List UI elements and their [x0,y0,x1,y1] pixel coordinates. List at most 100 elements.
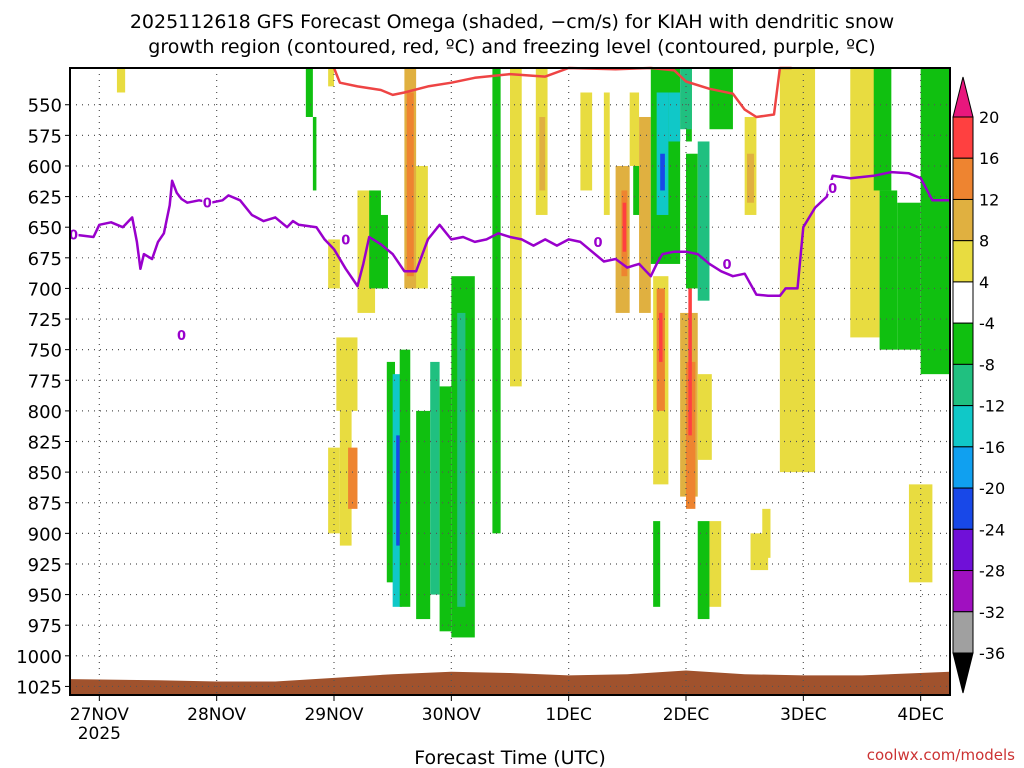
omega-shade-43 [668,92,681,142]
omega-shade-5 [339,410,352,546]
contour-label-bg-0 [68,226,79,241]
omega-shade-11 [305,68,313,117]
omega-shade-64 [920,68,950,375]
omega-shade-20 [430,361,440,595]
colorbar-swatch-10 [952,528,974,572]
omega-shading-layer [116,68,950,638]
omega-shade-50 [686,153,698,289]
omega-shade-28 [580,92,593,191]
omega-shade-53 [709,521,722,607]
ytick-label-925: 925 [28,555,62,576]
omega-shade-51 [697,141,710,301]
omega-shade-61 [873,68,892,191]
ytick-label-725: 725 [28,310,62,331]
ytick-label-650: 650 [28,218,62,239]
ytick-label-800: 800 [28,402,62,423]
contour-label-4: 0 [723,258,732,273]
omega-shade-56 [747,153,755,203]
xtick-year-label: 2025 [78,724,121,744]
contour-labels: 0 0 0 0 0 0 0 [68,180,838,344]
omega-shade-2 [328,239,340,289]
ytick-label-675: 675 [28,249,62,270]
omega-shade-21 [439,386,452,632]
colorbar-swatch-1 [952,157,974,200]
ytick-label-975: 975 [28,616,62,637]
colorbar-label-1: 16 [979,149,999,168]
omega-shade-6 [348,447,358,509]
y-axis: 550 575 600 625 650 675 700 725 750 775 800 825 850 8… [16,96,70,698]
ytick-label-750: 750 [28,341,62,362]
colorbar-legend: 20 16 12 8 4 -4 -8 -12 -16 -20 -24 -28 -32 -36 [952,76,1005,694]
omega-shade-41 [659,312,663,362]
colorbar-swatch-12 [952,611,974,654]
contour-line-0 [73,170,950,298]
xtick-label-7: 4DEC [897,705,944,725]
contour-label-2: 0 [341,233,350,248]
ytick-label-550: 550 [28,96,62,117]
omega-shade-10 [406,92,414,277]
colorbar-bottom-arrow [952,652,974,694]
x-axis-label: Forecast Time (UTC) [414,747,605,768]
colorbar-label-5: -4 [979,314,995,333]
ytick-label-775: 775 [28,371,62,392]
omega-shade-25 [510,68,522,387]
terrain-fill [70,670,950,695]
colorbar-swatch-4 [952,281,974,324]
omega-shade-14 [378,214,388,289]
omega-shade-63 [897,202,921,350]
omega-shade-38 [660,153,665,191]
colorbar-label-13: -36 [979,644,1005,663]
contour-label-5: 0 [828,182,837,197]
chart-title-line2: growth region (contoured, red, ºC) and f… [148,36,875,58]
omega-shade-47 [697,374,712,460]
ytick-label-950: 950 [28,586,62,607]
colorbar-swatch-2 [952,198,974,242]
contour-label-bg-2 [340,231,351,246]
omega-shade-12 [312,116,317,191]
xtick-label-0: 27NOV [70,705,129,725]
contour-label-bg-3 [593,233,603,248]
colorbar-swatch-3 [952,240,974,283]
colorbar-swatch-11 [952,570,974,613]
ytick-label-900: 900 [28,524,62,545]
contour-label-0: 0 [69,229,78,244]
x-axis: 27NOV 28NOV 29NOV 30NOV 1DEC 2DEC 3DEC 4DEC 2025 [70,695,944,744]
ytick-label-575: 575 [28,126,62,147]
colorbar-label-0: 20 [979,108,999,127]
grid-lines [70,68,950,695]
colorbar-swatch-6 [952,363,974,407]
omega-shade-24 [492,68,501,534]
omega-shade-65 [908,484,933,583]
ytick-label-625: 625 [28,188,62,209]
xtick-label-2: 29NOV [304,705,363,725]
contour-label-6: 0 [177,329,186,344]
plot-frame [69,67,951,696]
omega-shade-23 [457,312,466,607]
omega-shade-1 [328,68,334,87]
colorbar-label-12: -32 [979,603,1005,622]
contour-label-3: 0 [593,236,602,251]
omega-shade-33 [629,92,640,166]
ytick-label-700: 700 [28,279,62,300]
omega-shade-35 [639,116,651,313]
xtick-label-6: 3DEC [780,705,827,725]
xtick-label-1: 28NOV [187,705,246,725]
omega-shade-19 [416,410,431,620]
contour-label-bg-6 [176,326,187,341]
ytick-label-825: 825 [28,433,62,454]
colorbar-swatch-7 [952,405,974,448]
omega-shade-0 [116,68,126,93]
omega-shade-3 [328,447,340,534]
colorbar-label-6: -8 [979,355,995,374]
ytick-label-875: 875 [28,494,62,515]
xtick-label-4: 1DEC [545,705,592,725]
colorbar-label-7: -12 [979,397,1005,416]
omega-shade-46 [688,263,692,436]
xtick-label-3: 30NOV [422,705,481,725]
colorbar-label-2: 12 [979,190,999,209]
omega-shade-4 [336,337,358,411]
colorbar-label-3: 8 [979,232,989,251]
omega-shade-52 [697,521,710,620]
omega-shade-18 [399,349,411,607]
